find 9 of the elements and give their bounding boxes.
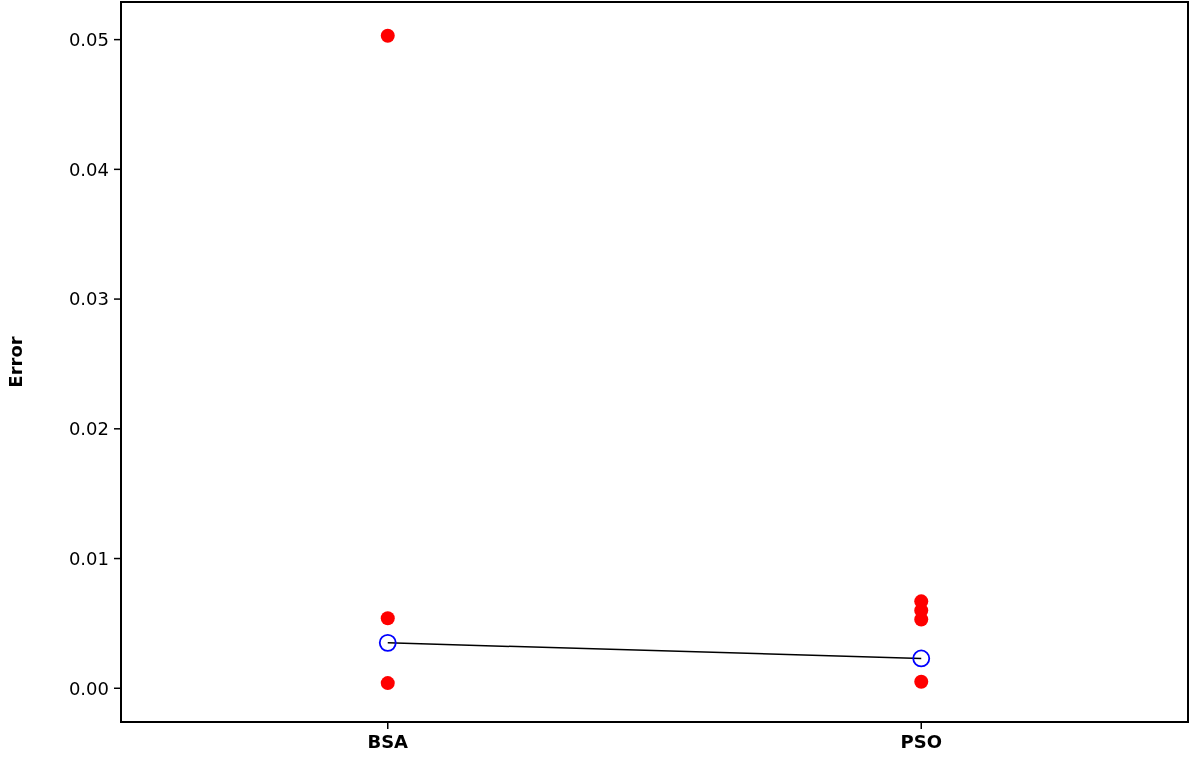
y-tick-label: 0.05 (68, 28, 109, 50)
x-tick-label: BSA (367, 731, 409, 752)
y-axis-title: Error (5, 336, 26, 388)
x-tick-label: PSO (900, 731, 942, 752)
y-tick-label: 0.04 (68, 158, 109, 180)
y-tick-label: 0.02 (68, 418, 109, 440)
y-tick-label: 0.03 (68, 288, 109, 310)
y-tick-label: 0.00 (68, 677, 109, 699)
y-tick-label: 0.01 (68, 547, 109, 569)
